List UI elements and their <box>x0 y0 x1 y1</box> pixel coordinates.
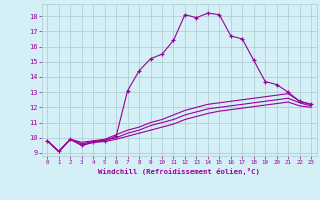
X-axis label: Windchill (Refroidissement éolien,°C): Windchill (Refroidissement éolien,°C) <box>98 168 260 175</box>
